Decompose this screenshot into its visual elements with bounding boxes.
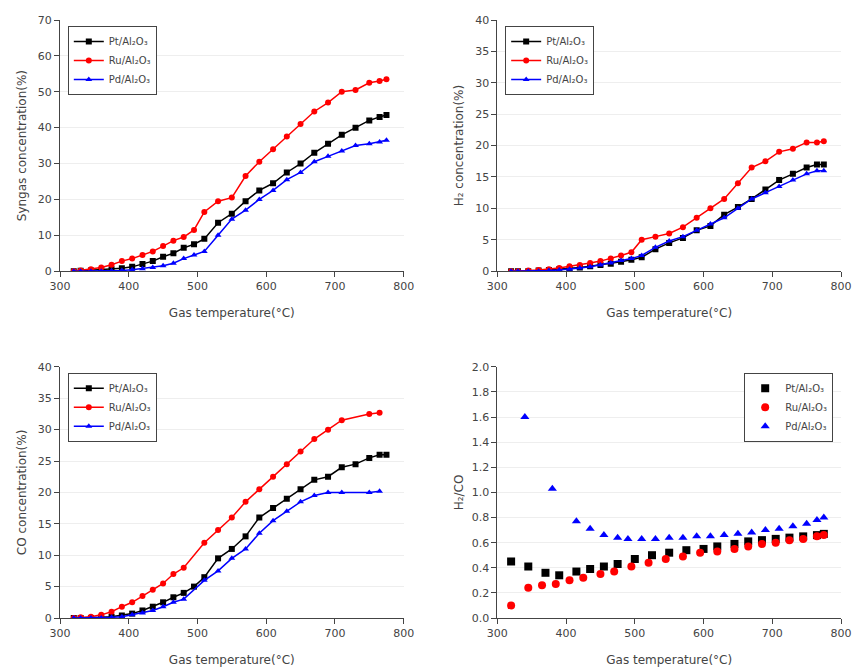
svg-text:700: 700 [762,627,783,640]
svg-text:Syngas concentration(%): Syngas concentration(%) [15,70,29,221]
svg-text:300: 300 [487,280,508,293]
svg-text:15: 15 [38,518,52,531]
svg-text:1.8: 1.8 [472,386,490,399]
svg-text:1.0: 1.0 [472,486,490,499]
svg-text:1.6: 1.6 [472,411,490,424]
svg-text:Ru/Al₂O₃: Ru/Al₂O₃ [109,402,151,413]
svg-text:400: 400 [118,627,139,640]
svg-text:0.6: 0.6 [472,537,490,550]
svg-text:800: 800 [393,280,414,293]
svg-text:600: 600 [256,280,277,293]
svg-text:800: 800 [831,280,852,293]
svg-text:700: 700 [762,280,783,293]
svg-text:2.0: 2.0 [472,361,490,374]
svg-text:CO concentration(%): CO concentration(%) [15,430,29,556]
svg-text:0: 0 [482,265,489,278]
svg-text:Pt/Al₂O₃: Pt/Al₂O₃ [109,36,148,47]
svg-text:50: 50 [38,86,52,99]
svg-text:Pd/Al₂O₃: Pd/Al₂O₃ [785,421,826,432]
svg-text:300: 300 [487,627,508,640]
svg-text:20: 20 [475,139,489,152]
svg-text:40: 40 [38,121,52,134]
svg-text:800: 800 [393,627,414,640]
svg-text:35: 35 [475,45,489,58]
svg-text:700: 700 [324,627,345,640]
svg-text:400: 400 [556,627,577,640]
svg-text:10: 10 [475,202,489,215]
svg-text:5: 5 [45,580,52,593]
svg-text:35: 35 [38,392,52,405]
svg-text:Gas temperature(°C): Gas temperature(°C) [606,653,732,667]
svg-text:Ru/Al₂O₃: Ru/Al₂O₃ [785,402,827,413]
svg-text:15: 15 [475,171,489,184]
svg-text:20: 20 [38,486,52,499]
svg-text:H₂ concentration(%): H₂ concentration(%) [452,85,466,207]
svg-text:500: 500 [624,627,645,640]
svg-text:400: 400 [118,280,139,293]
svg-text:40: 40 [38,361,52,374]
svg-text:0.8: 0.8 [472,511,490,524]
svg-text:0.4: 0.4 [472,562,490,575]
svg-text:400: 400 [556,280,577,293]
svg-text:Ru/Al₂O₃: Ru/Al₂O₃ [546,55,588,66]
svg-text:H₂/CO: H₂/CO [452,475,466,511]
svg-text:40: 40 [475,14,489,27]
svg-text:Ru/Al₂O₃: Ru/Al₂O₃ [109,55,151,66]
svg-text:Gas temperature(°C): Gas temperature(°C) [169,653,295,667]
svg-text:30: 30 [38,157,52,170]
svg-text:300: 300 [50,280,71,293]
svg-text:0: 0 [45,265,52,278]
svg-text:1.4: 1.4 [472,436,490,449]
svg-text:Pt/Al₂O₃: Pt/Al₂O₃ [546,36,585,47]
svg-text:25: 25 [475,108,489,121]
svg-text:0.0: 0.0 [472,612,490,625]
svg-text:Pt/Al₂O₃: Pt/Al₂O₃ [109,383,148,394]
svg-text:500: 500 [187,280,208,293]
svg-text:30: 30 [475,77,489,90]
svg-text:10: 10 [38,549,52,562]
svg-text:600: 600 [693,280,714,293]
svg-text:700: 700 [324,280,345,293]
svg-text:Gas temperature(°C): Gas temperature(°C) [169,306,295,320]
svg-text:Pd/Al₂O₃: Pd/Al₂O₃ [109,421,150,432]
svg-text:0: 0 [45,612,52,625]
svg-text:800: 800 [831,627,852,640]
svg-text:500: 500 [187,627,208,640]
svg-text:30: 30 [38,423,52,436]
svg-text:600: 600 [693,627,714,640]
svg-text:0.2: 0.2 [472,587,490,600]
svg-text:25: 25 [38,455,52,468]
svg-text:10: 10 [38,229,52,242]
svg-text:Pt/Al₂O₃: Pt/Al₂O₃ [785,383,824,394]
svg-text:70: 70 [38,14,52,27]
svg-text:600: 600 [256,627,277,640]
svg-text:1.2: 1.2 [472,461,490,474]
svg-text:300: 300 [50,627,71,640]
svg-text:60: 60 [38,50,52,63]
svg-text:5: 5 [482,234,489,247]
svg-text:Pd/Al₂O₃: Pd/Al₂O₃ [109,74,150,85]
svg-text:20: 20 [38,193,52,206]
svg-text:Gas temperature(°C): Gas temperature(°C) [606,306,732,320]
svg-text:Pd/Al₂O₃: Pd/Al₂O₃ [546,74,587,85]
svg-text:500: 500 [624,280,645,293]
